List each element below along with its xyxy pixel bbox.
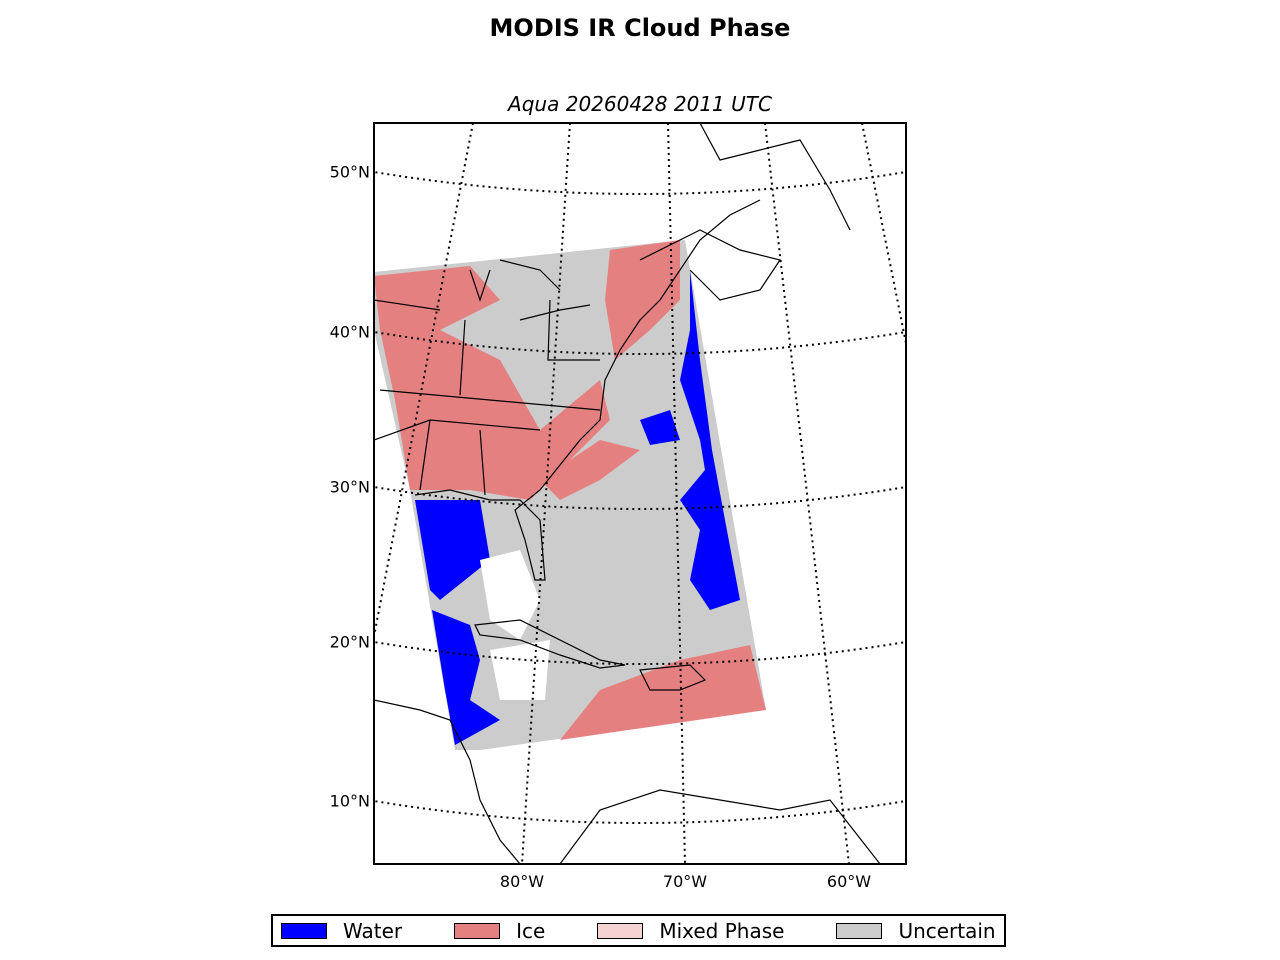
clear-patch-cuba (490, 640, 550, 700)
ice-region-midwest-south (374, 266, 610, 500)
figure-title: MODIS IR Cloud Phase (489, 14, 791, 42)
state-borders (374, 299, 601, 496)
legend-label-water: Water (343, 918, 403, 943)
coastlines (374, 123, 881, 864)
graticule (374, 123, 906, 864)
meridian-50w (861, 123, 906, 349)
legend-swatch-water (281, 922, 327, 939)
legend-item-uncertain: Uncertain (836, 918, 996, 943)
lat-label-40n: 40°N (329, 322, 370, 342)
lat-label-20n: 20°N (329, 632, 370, 652)
figure-subtitle: Aqua 20260428 2011 UTC (508, 92, 772, 116)
water-region-atlantic-east (680, 270, 740, 610)
water-region-caribbean-west (432, 610, 500, 745)
legend-item-ice: Ice (454, 919, 589, 943)
legend-item-water: Water (281, 919, 446, 943)
lon-label-60w: 60°W (826, 872, 872, 891)
coastline-hispaniola (639, 664, 707, 691)
ice-region-caribbean (560, 645, 766, 740)
ice-region-northeast (605, 240, 680, 360)
map-frame (373, 122, 907, 865)
cloud-phase-swath (374, 240, 766, 750)
water-patch-atlantic (640, 410, 680, 445)
water-region-gulf (415, 500, 490, 600)
legend-swatch-ice (454, 922, 501, 939)
ice-patch-atlantic (540, 440, 640, 500)
lat-label-10n: 10°N (329, 791, 370, 811)
great-lakes (469, 259, 591, 321)
coastline-us-east (414, 199, 761, 581)
clear-patch-bahamas (480, 550, 540, 640)
lat-label-30n: 30°N (329, 477, 370, 497)
coastline-south-america (559, 789, 881, 864)
legend-label-ice: Ice (516, 918, 546, 943)
lon-label-80w: 80°W (499, 872, 545, 891)
parallel-10n (374, 799, 906, 824)
lat-label-50n: 50°N (329, 162, 370, 182)
coastline-cuba (474, 619, 626, 669)
parallel-30n (374, 485, 906, 510)
legend-label-uncertain: Uncertain (898, 918, 996, 943)
parallel-50n (374, 170, 906, 195)
legend: Water Ice Mixed Phase Uncertain (271, 914, 1006, 947)
legend-swatch-uncertain (836, 922, 883, 939)
legend-item-mixed-phase: Mixed Phase (597, 919, 828, 943)
lon-label-70w: 70°W (662, 872, 708, 891)
coastline-canada (639, 123, 851, 301)
legend-label-mixed-phase: Mixed Phase (659, 918, 785, 943)
meridian-80w (521, 123, 571, 864)
parallel-40n (374, 330, 906, 355)
coastline-central-america (374, 699, 521, 864)
parallel-20n (374, 640, 906, 665)
legend-swatch-mixed-phase (597, 922, 644, 939)
meridian-60w (764, 123, 850, 864)
